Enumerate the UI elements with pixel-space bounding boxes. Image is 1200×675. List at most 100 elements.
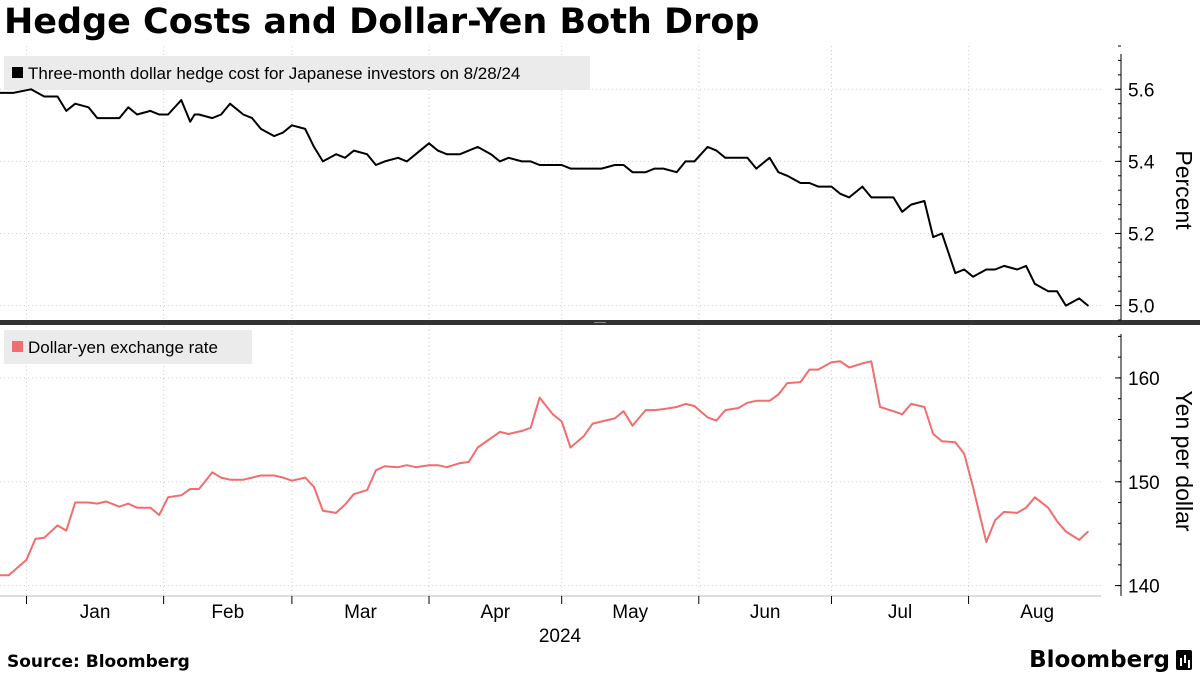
bar-chart-icon <box>1176 650 1192 670</box>
dollar-yen-point <box>746 402 749 404</box>
hedge-cost-point <box>879 196 881 199</box>
hedge-cost-point <box>941 232 943 235</box>
dollar-yen-point <box>149 506 152 509</box>
dollar-yen-point <box>476 446 479 449</box>
dollar-yen-point <box>445 466 448 469</box>
hedge-cost-point <box>335 153 337 155</box>
hedge-cost-point <box>499 160 501 163</box>
dollar-yen-point <box>1034 496 1036 499</box>
dollar-yen-point <box>468 461 470 463</box>
hedge-cost-point <box>954 272 957 274</box>
dollar-yen-point <box>1016 512 1018 514</box>
dollar-yen-point <box>879 406 881 408</box>
dollar-yen-point <box>34 538 37 540</box>
dollar-yen-point <box>941 440 943 443</box>
hedge-cost-point <box>180 99 183 101</box>
dollar-yen-point <box>972 486 974 488</box>
hedge-cost-point <box>56 95 59 98</box>
dollar-yen-point <box>768 400 771 402</box>
y-tick-label: 150 <box>1128 473 1160 494</box>
hedge-cost-point <box>600 167 603 170</box>
hedge-cost-point <box>375 164 377 166</box>
hedge-cost-point <box>384 160 386 163</box>
hedge-cost-point <box>344 157 346 159</box>
dollar-yen-point <box>1025 506 1027 509</box>
hedge-cost-point <box>985 268 988 271</box>
dollar-yen-point <box>366 489 368 491</box>
hedge-cost-point <box>43 95 45 98</box>
dollar-yen-point <box>87 501 90 504</box>
hedge-cost-point <box>167 113 169 116</box>
hedge-cost-point <box>291 124 293 127</box>
hedge-cost-point <box>901 211 903 213</box>
hedge-cost-point <box>282 131 284 134</box>
dollar-yen-point <box>65 529 68 532</box>
hedge-cost-point <box>1087 304 1089 307</box>
hedge-cost-point <box>260 128 262 130</box>
hedge-cost-point <box>808 182 811 184</box>
hedge-cost-point <box>706 146 709 148</box>
hedge-cost-point <box>830 185 833 188</box>
x-tick-label: Jan <box>80 602 111 623</box>
hedge-cost-point <box>569 167 572 170</box>
dollar-yen-point <box>74 501 76 504</box>
hedge-cost-point <box>149 110 152 112</box>
hedge-cost-point <box>1016 268 1018 271</box>
hedge-cost-point <box>136 113 138 116</box>
dollar-yen-point <box>892 410 895 413</box>
hedge-cost-point <box>406 160 408 163</box>
hedge-cost-point <box>127 106 130 109</box>
hedge-cost-point <box>74 102 76 105</box>
hedge-cost-point <box>552 164 554 166</box>
hedge-cost-point <box>65 110 68 112</box>
hedge-cost-point <box>892 196 895 199</box>
dollar-yen-point <box>830 361 833 364</box>
dollar-yen-point <box>529 427 532 429</box>
dollar-yen-point <box>437 464 439 467</box>
dollar-yen-point <box>198 488 200 490</box>
hedge-cost-point <box>507 157 510 159</box>
dollar-yen-point <box>313 486 315 488</box>
dollar-yen-point <box>901 413 903 416</box>
dollar-yen-point <box>684 403 687 405</box>
dollar-yen-point <box>706 416 709 419</box>
dollar-yen-point <box>808 368 811 371</box>
dollar-yen-point <box>994 519 996 521</box>
x-tick-label: Jun <box>750 602 781 623</box>
legend-box <box>4 330 252 364</box>
y-tick-label: 160 <box>1128 369 1160 390</box>
dollar-yen-point <box>260 474 262 477</box>
dollar-yen-point <box>499 431 501 433</box>
dollar-yen-point <box>0 574 1 576</box>
dollar-yen-point <box>8 574 10 576</box>
dollar-yen-point <box>158 514 160 516</box>
hedge-cost-point <box>428 142 430 145</box>
hedge-cost-point <box>786 175 789 177</box>
legend-label: Dollar-yen exchange rate <box>28 338 218 357</box>
hedge-cost-point <box>737 157 740 159</box>
dollar-yen-point <box>622 410 625 413</box>
dollar-yen-point <box>954 441 957 444</box>
dollar-yen-point <box>56 524 59 527</box>
hedge-cost-point <box>322 160 324 163</box>
legend-box <box>4 56 590 90</box>
dollar-yen-point <box>428 464 430 467</box>
hedge-cost-point <box>529 160 532 163</box>
y-tick-label: 140 <box>1128 577 1160 598</box>
chart-title: Hedge Costs and Dollar-Yen Both Drop <box>4 2 760 42</box>
dollar-yen-point <box>963 452 965 455</box>
dollar-yen-point <box>384 465 386 468</box>
dollar-yen-point <box>1065 530 1067 533</box>
dollar-yen-point <box>653 409 656 411</box>
dollar-yen-point <box>755 400 758 402</box>
hedge-cost-point <box>1065 304 1067 307</box>
dollar-yen-point <box>870 360 873 363</box>
dollar-yen-point <box>282 476 284 479</box>
dollar-yen-point <box>644 409 647 411</box>
y-tick-label: 5.4 <box>1128 152 1155 173</box>
x-tick-label: Apr <box>481 602 511 623</box>
x-tick-label: Feb <box>211 602 244 623</box>
dollar-yen-point <box>839 360 842 363</box>
hedge-cost-point <box>353 149 355 152</box>
